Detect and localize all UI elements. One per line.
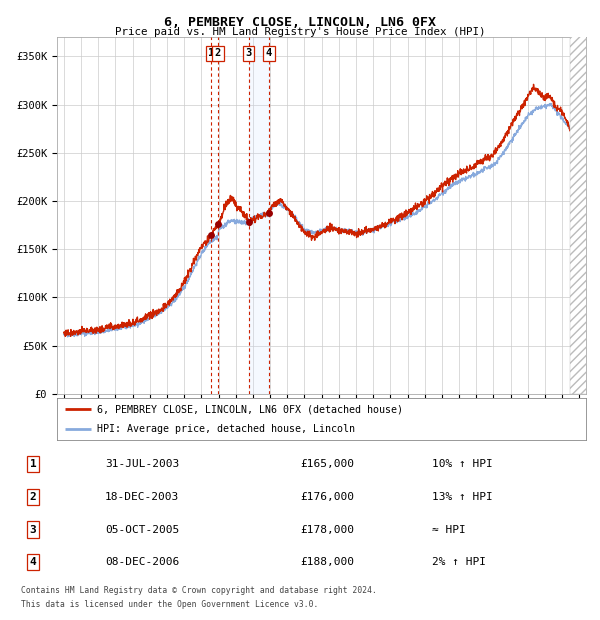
Text: 6, PEMBREY CLOSE, LINCOLN, LN6 0FX (detached house): 6, PEMBREY CLOSE, LINCOLN, LN6 0FX (deta… (97, 404, 403, 414)
Text: 4: 4 (266, 48, 272, 58)
Text: Contains HM Land Registry data © Crown copyright and database right 2024.: Contains HM Land Registry data © Crown c… (21, 586, 377, 595)
Text: 05-OCT-2005: 05-OCT-2005 (105, 525, 179, 534)
Text: 18-DEC-2003: 18-DEC-2003 (105, 492, 179, 502)
Text: 1: 1 (208, 48, 214, 58)
Text: 4: 4 (29, 557, 37, 567)
Bar (249, 37, 269, 394)
Text: 2% ↑ HPI: 2% ↑ HPI (432, 557, 486, 567)
Text: £165,000: £165,000 (300, 459, 354, 469)
Text: 10% ↑ HPI: 10% ↑ HPI (432, 459, 493, 469)
Bar (570, 27, 596, 394)
Text: 31-JUL-2003: 31-JUL-2003 (105, 459, 179, 469)
Text: 6, PEMBREY CLOSE, LINCOLN, LN6 0FX: 6, PEMBREY CLOSE, LINCOLN, LN6 0FX (164, 16, 436, 29)
Text: £178,000: £178,000 (300, 525, 354, 534)
Text: £176,000: £176,000 (300, 492, 354, 502)
Text: This data is licensed under the Open Government Licence v3.0.: This data is licensed under the Open Gov… (21, 600, 319, 609)
Text: 2: 2 (29, 492, 37, 502)
Text: £188,000: £188,000 (300, 557, 354, 567)
Text: 2: 2 (215, 48, 221, 58)
Text: 1: 1 (29, 459, 37, 469)
Text: Price paid vs. HM Land Registry's House Price Index (HPI): Price paid vs. HM Land Registry's House … (115, 27, 485, 37)
Text: 3: 3 (245, 48, 252, 58)
Text: HPI: Average price, detached house, Lincoln: HPI: Average price, detached house, Linc… (97, 424, 355, 434)
Text: ≈ HPI: ≈ HPI (432, 525, 466, 534)
Text: 13% ↑ HPI: 13% ↑ HPI (432, 492, 493, 502)
Text: 08-DEC-2006: 08-DEC-2006 (105, 557, 179, 567)
Text: 3: 3 (29, 525, 37, 534)
